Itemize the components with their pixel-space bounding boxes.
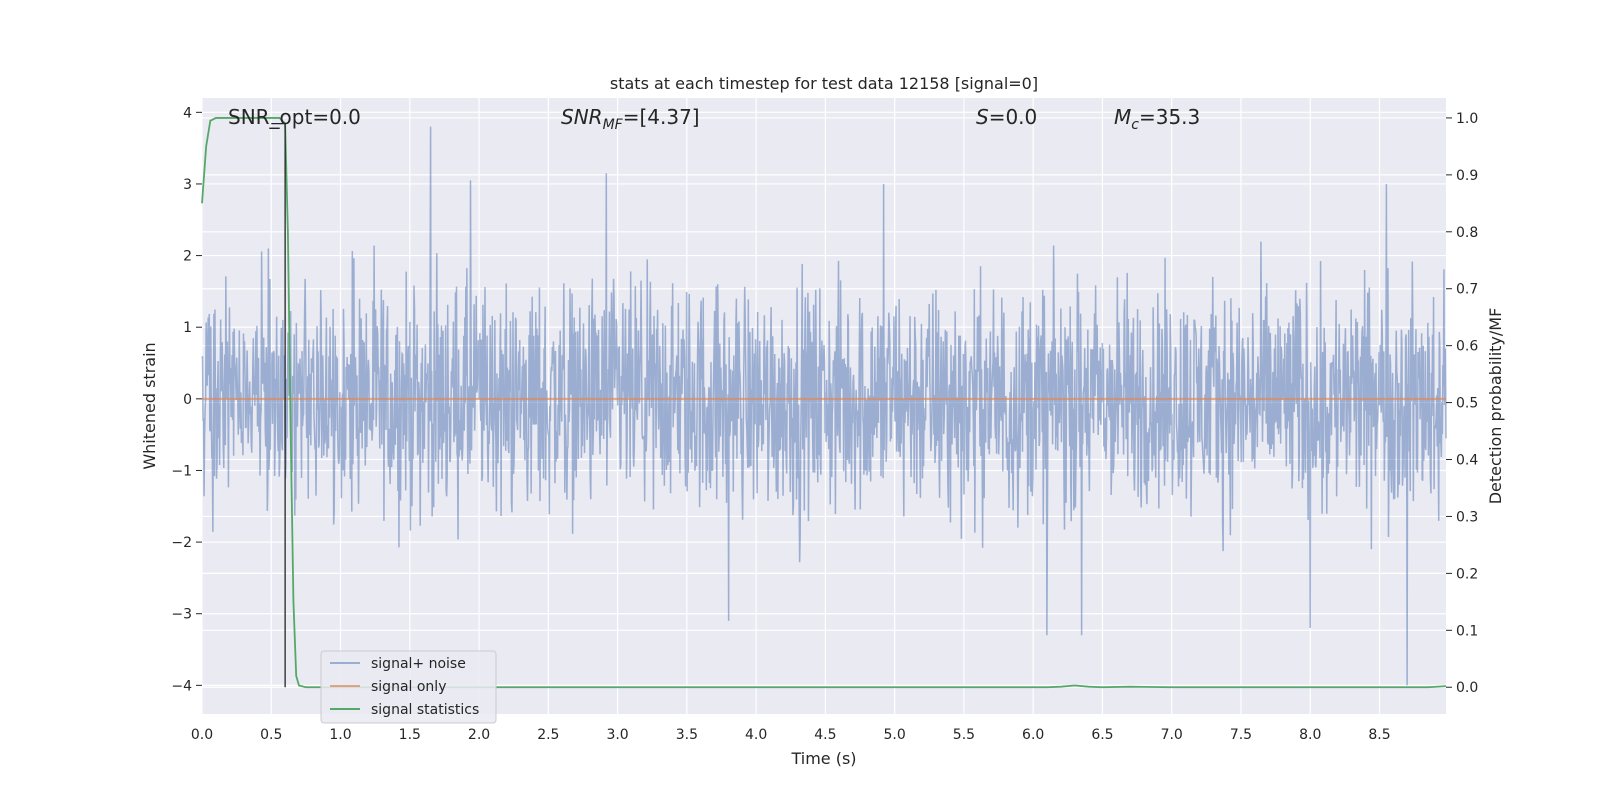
y-tick-label: −1 bbox=[171, 463, 192, 479]
x-tick-label: 4.0 bbox=[745, 727, 767, 743]
y-axis-label: Whitened strain bbox=[140, 342, 159, 469]
x-tick-label: 5.0 bbox=[884, 727, 906, 743]
legend-label-signal-noise: signal+ noise bbox=[371, 656, 466, 672]
y2-axis-label: Detection probability/MF bbox=[1486, 308, 1505, 505]
x-tick-label: 0.5 bbox=[260, 727, 282, 743]
y2-tick-label: 0.3 bbox=[1456, 509, 1478, 525]
x-tick-label: 6.5 bbox=[1091, 727, 1113, 743]
x-tick-label: 3.0 bbox=[606, 727, 628, 743]
y2-tick-label: 0.0 bbox=[1456, 680, 1478, 696]
y2-tick-label: 0.9 bbox=[1456, 168, 1478, 184]
legend-label-signal-statistics: signal statistics bbox=[371, 702, 479, 718]
y-tick-label: 3 bbox=[183, 177, 192, 193]
x-tick-label: 1.0 bbox=[329, 727, 351, 743]
legend: signal+ noise signal only signal statist… bbox=[320, 650, 497, 724]
marker-line-path bbox=[271, 122, 286, 688]
annotation-snr-mf: SNRMF=[4.37] bbox=[561, 105, 700, 133]
annotation-mc: Mc=35.3 bbox=[1114, 105, 1200, 133]
annotation-snr-opt: SNR_opt=0.0 bbox=[228, 105, 361, 129]
x-axis-ticks: 0.0 0.5 1.0 1.5 2.0 2.5 3.0 3.5 4.0 4.5 5.0 5.5 6.0 6… bbox=[191, 727, 1391, 743]
x-tick-label: 6.0 bbox=[1022, 727, 1044, 743]
y-tick-label: −2 bbox=[171, 535, 192, 551]
y2-tick-label: 0.8 bbox=[1456, 225, 1478, 241]
x-tick-label: 7.5 bbox=[1230, 727, 1252, 743]
signal-statistics-line bbox=[201, 117, 1447, 689]
x-tick-label: 2.5 bbox=[537, 727, 559, 743]
x-tick-label: 0.0 bbox=[191, 727, 213, 743]
chart-title: stats at each timestep for test data 121… bbox=[610, 74, 1038, 93]
x-tick-label: 5.5 bbox=[953, 727, 975, 743]
y2-tick-label: 0.5 bbox=[1456, 396, 1478, 412]
x-tick-label: 2.0 bbox=[468, 727, 490, 743]
y-tick-label: 4 bbox=[183, 105, 192, 121]
x-tick-label: 1.5 bbox=[399, 727, 421, 743]
x-tick-label: 3.5 bbox=[676, 727, 698, 743]
y2-tick-label: 0.2 bbox=[1456, 566, 1478, 582]
annotation-s: S=0.0 bbox=[976, 105, 1037, 129]
x-tick-label: 8.0 bbox=[1299, 727, 1321, 743]
legend-label-signal-only: signal only bbox=[371, 679, 446, 695]
legend-box bbox=[320, 650, 497, 724]
y2-tick-label: 0.7 bbox=[1456, 282, 1478, 298]
y-axis-ticks: 4 3 2 1 0 −1 −2 −3 −4 bbox=[171, 105, 202, 694]
y-tick-label: 2 bbox=[183, 249, 192, 265]
y2-tick-label: 0.1 bbox=[1456, 623, 1478, 639]
x-tick-label: 7.0 bbox=[1161, 727, 1183, 743]
y2-tick-label: 1.0 bbox=[1456, 111, 1478, 127]
x-axis-label: Time (s) bbox=[790, 749, 856, 768]
y2-tick-label: 0.6 bbox=[1456, 339, 1478, 355]
y-tick-label: 1 bbox=[183, 320, 192, 336]
series-signal-statistics bbox=[201, 117, 1447, 689]
y-tick-label: −4 bbox=[171, 678, 192, 694]
x-tick-label: 8.5 bbox=[1368, 727, 1390, 743]
y-tick-label: 0 bbox=[183, 392, 192, 408]
x-tick-label: 4.5 bbox=[814, 727, 836, 743]
y-tick-label: −3 bbox=[171, 607, 192, 623]
marker-line bbox=[271, 122, 286, 688]
y2-tick-label: 0.4 bbox=[1456, 453, 1478, 469]
y2-axis-ticks: 1.0 0.9 0.8 0.7 0.6 0.5 0.4 0.3 0.2 0.1 0.0 bbox=[1446, 111, 1478, 696]
